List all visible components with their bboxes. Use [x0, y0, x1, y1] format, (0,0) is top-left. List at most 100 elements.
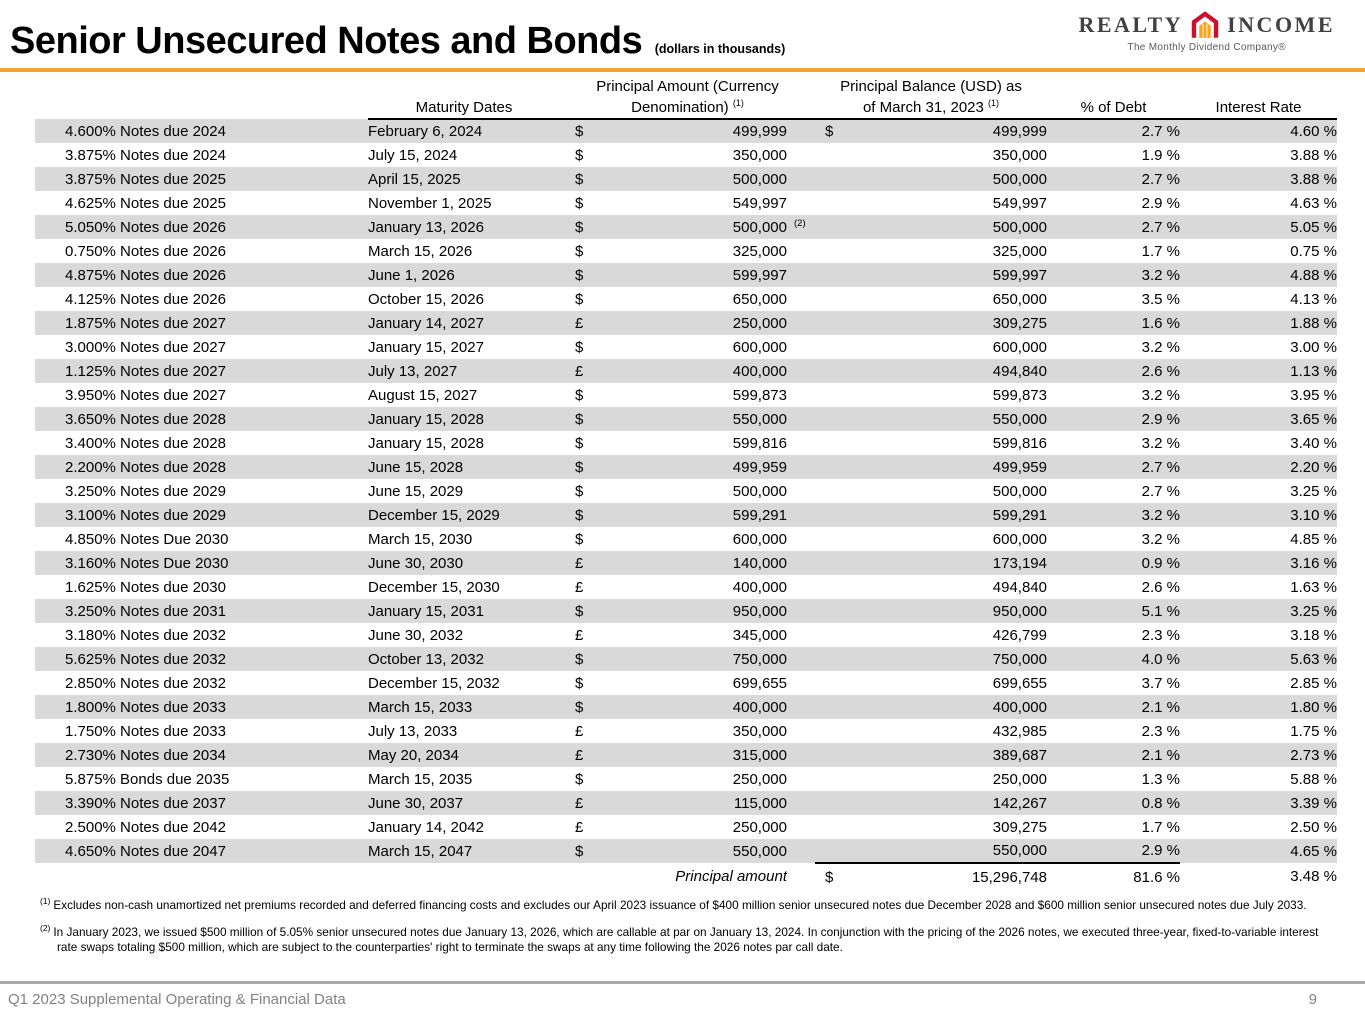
cell-maturity: November 1, 2025	[368, 194, 492, 212]
cell-fn	[787, 791, 815, 815]
cell-name: 3.950% Notes due 2027	[65, 386, 226, 404]
cell-usd: 650,000	[992, 290, 1047, 308]
title-units-note: (dollars in thousands)	[654, 42, 786, 56]
cell-rate: 3.16 %	[1180, 551, 1337, 575]
logo-tagline: The Monthly Dividend Company®	[1127, 42, 1286, 53]
footer-divider	[0, 981, 1365, 984]
accent-divider	[0, 68, 1365, 72]
cell-cur: $	[560, 839, 590, 863]
total-usd-balance: 15,296,748	[845, 862, 1047, 890]
cell-amount: 599,816	[732, 434, 787, 452]
cell-usd_cur	[815, 743, 845, 767]
cell-name: 3.875% Notes due 2024	[65, 146, 226, 164]
cell-amount: 699,655	[732, 674, 787, 692]
cell-fn	[787, 383, 815, 407]
logo-word-income: INCOME	[1227, 11, 1335, 37]
table-row: 3.650% Notes due 2028 January 15, 2028 $55…	[35, 407, 1337, 431]
cell-usd_cur	[815, 647, 845, 671]
cell-rate: 5.05 %	[1180, 215, 1337, 239]
cell-cur: $	[575, 530, 584, 548]
cell-pct: 3.2 %	[1141, 338, 1180, 356]
cell-fn	[787, 719, 815, 743]
cell-maturity: December 15, 2030	[368, 578, 500, 596]
cell-cur: $	[560, 647, 590, 671]
cell-maturity: March 15, 2026	[368, 242, 473, 260]
cell-pct: 2.7 %	[1141, 482, 1180, 500]
cell-usd_cur	[815, 527, 845, 551]
cell-rate: 3.95 %	[1290, 386, 1337, 404]
total-interest-rate: 3.48 %	[1180, 863, 1337, 890]
table-row: 3.000% Notes due 2027 January 15, 2027 $60…	[35, 335, 1337, 359]
total-label: Principal amount	[35, 863, 787, 890]
cell-rate: 5.63 %	[1180, 647, 1337, 671]
cell-name: 3.390% Notes due 2037	[35, 791, 368, 815]
cell-usd_cur	[815, 167, 845, 191]
cell-pct: 1.6 %	[1047, 311, 1180, 335]
cell-rate: 4.85 %	[1290, 530, 1337, 548]
cell-cur: $	[560, 695, 590, 719]
footnote-2-marker: (2)	[40, 923, 51, 934]
cell-pct: 3.2 %	[1141, 434, 1180, 452]
cell-pct: 2.9 %	[1047, 839, 1180, 863]
cell-rate: 1.13 %	[1180, 359, 1337, 383]
cell-cur: £	[560, 551, 590, 575]
total-pct-of-debt: 81.6 %	[1047, 862, 1180, 890]
cell-rate: 0.75 %	[1290, 242, 1337, 260]
cell-rate: 1.63 %	[1290, 578, 1337, 596]
cell-fn	[787, 455, 815, 479]
cell-cur: £	[560, 359, 590, 383]
cell-pct: 1.3 %	[1141, 770, 1180, 788]
table-row: 1.875% Notes due 2027 January 14, 2027 £25…	[35, 311, 1337, 335]
cell-usd_cur	[815, 575, 845, 599]
cell-amount: 400,000	[590, 359, 787, 383]
cell-rate: 4.65 %	[1180, 839, 1337, 863]
logo-word-realty: REALTY	[1078, 11, 1184, 37]
cell-name: 3.100% Notes due 2029	[35, 503, 368, 527]
cell-cur: £	[560, 311, 590, 335]
cell-cur: $	[575, 386, 584, 404]
cell-fn	[787, 527, 815, 551]
cell-usd: 599,997	[845, 263, 1047, 287]
cell-maturity: June 1, 2026	[368, 263, 560, 287]
cell-pct: 3.2 %	[1141, 386, 1180, 404]
cell-name: 3.250% Notes due 2031	[35, 599, 368, 623]
cell-fn: (2)	[787, 215, 815, 239]
cell-maturity: July 13, 2027	[368, 359, 560, 383]
cell-usd: 494,840	[992, 578, 1047, 596]
cell-usd_cur	[815, 311, 845, 335]
cell-rate: 3.00 %	[1290, 338, 1337, 356]
cell-rate: 4.63 %	[1290, 194, 1337, 212]
cell-usd_cur	[815, 599, 845, 623]
cell-cur: $	[575, 146, 584, 164]
cell-rate: 3.25 %	[1180, 599, 1337, 623]
cell-usd_cur	[815, 143, 845, 167]
cell-usd: 599,816	[992, 434, 1047, 452]
notes-table: Maturity Dates Principal Amount (Currenc…	[35, 79, 1337, 890]
cell-maturity: March 15, 2047	[368, 839, 560, 863]
cell-usd_cur	[815, 479, 845, 503]
cell-fn	[787, 359, 815, 383]
cell-fn	[787, 599, 815, 623]
cell-cur: £	[560, 743, 590, 767]
cell-maturity: March 15, 2030	[368, 530, 473, 548]
cell-pct: 2.7 %	[1047, 167, 1180, 191]
cell-usd_cur	[815, 791, 845, 815]
cell-usd_cur	[815, 623, 845, 647]
table-row: 3.100% Notes due 2029 December 15, 2029 $5…	[35, 503, 1337, 527]
table-row: 1.800% Notes due 2033 March 15, 2033 $400,…	[35, 695, 1337, 719]
cell-amount: 599,997	[590, 263, 787, 287]
cell-usd: 599,873	[992, 386, 1047, 404]
cell-name: 1.625% Notes due 2030	[65, 578, 226, 596]
cell-usd: 550,000	[845, 407, 1047, 431]
footnote-1-marker: (1)	[40, 896, 51, 906]
cell-maturity: March 15, 2033	[368, 695, 560, 719]
table-row: 1.750% Notes due 2033 July 13, 2033 £350,0…	[35, 719, 1337, 743]
cell-cur: $	[575, 338, 584, 356]
cell-maturity: June 30, 2030	[368, 551, 560, 575]
cell-amount: 500,000	[590, 167, 787, 191]
cell-fn	[787, 623, 815, 647]
cell-rate: 1.88 %	[1180, 311, 1337, 335]
cell-name: 4.600% Notes due 2024	[35, 119, 368, 143]
cell-pct: 4.0 %	[1047, 647, 1180, 671]
cell-name: 2.500% Notes due 2042	[65, 818, 226, 836]
